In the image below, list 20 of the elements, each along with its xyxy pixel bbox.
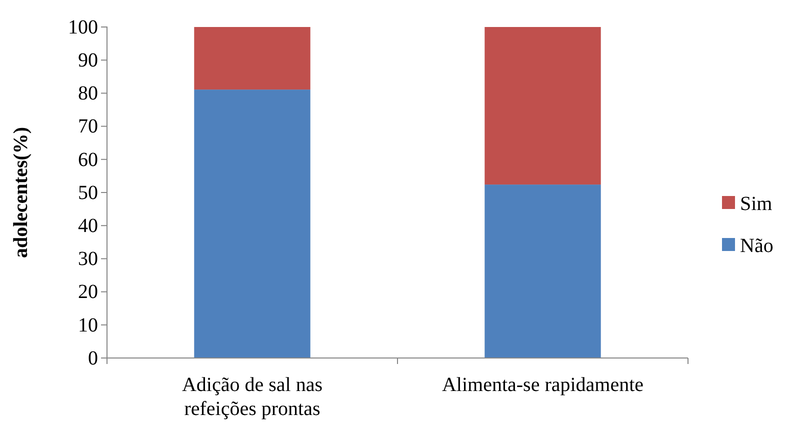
bar bbox=[194, 90, 310, 358]
y-tick-label: 10 bbox=[78, 314, 98, 336]
y-tick-label: 0 bbox=[88, 347, 98, 370]
bar bbox=[484, 27, 601, 185]
y-tick-label: 70 bbox=[78, 116, 98, 138]
y-tick-label: 30 bbox=[78, 248, 98, 270]
legend-label: Sim bbox=[740, 193, 773, 215]
legend-label: Não bbox=[740, 235, 774, 257]
x-tick-label: Adição de sal nas refeições prontas bbox=[182, 374, 323, 420]
y-tick-label: 60 bbox=[78, 148, 98, 171]
y-tick-label: 80 bbox=[78, 82, 98, 105]
y-tick-label: 50 bbox=[78, 182, 98, 204]
bar bbox=[484, 184, 601, 358]
y-axis-title: adolecentes(%) bbox=[10, 126, 32, 258]
y-tick-label: 20 bbox=[78, 281, 98, 304]
y-tick-label: 100 bbox=[68, 16, 98, 38]
x-tick-label: Alimenta-se rapidamente bbox=[442, 374, 644, 396]
y-tick-label: 90 bbox=[78, 50, 98, 72]
bar bbox=[194, 27, 310, 90]
y-tick-label: 40 bbox=[78, 215, 98, 237]
